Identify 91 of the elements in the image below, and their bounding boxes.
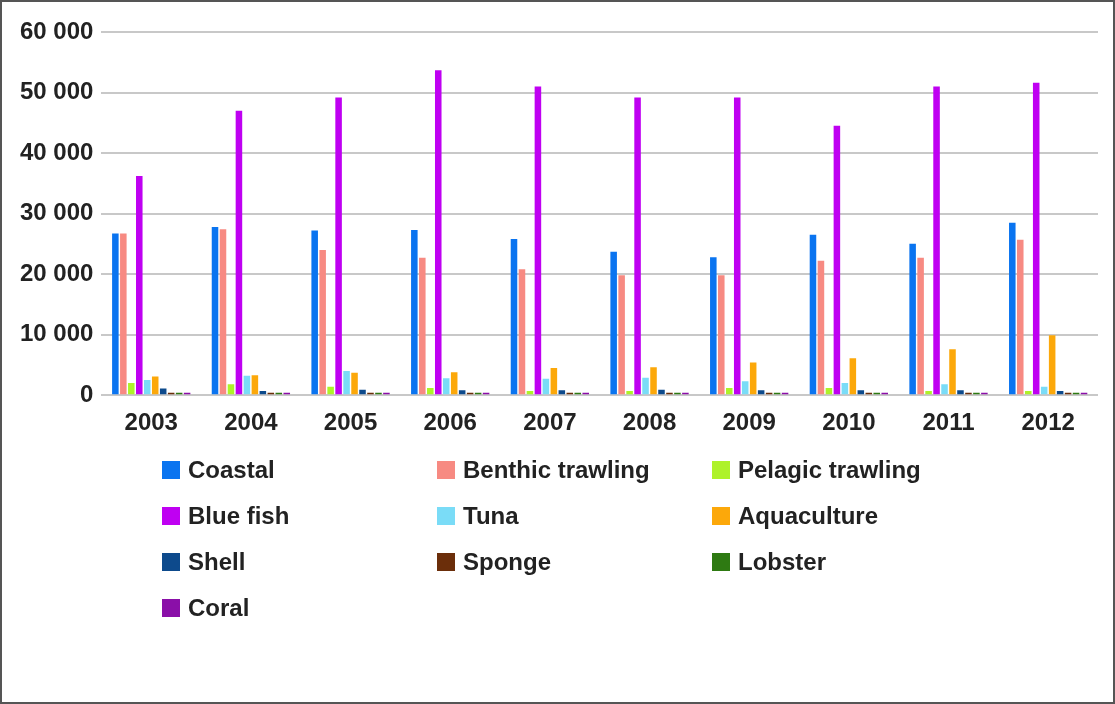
- bar: [211, 226, 219, 395]
- legend-label: Aquaculture: [738, 502, 879, 530]
- bar: [733, 97, 741, 395]
- bar: [1032, 82, 1040, 395]
- bar: [335, 97, 342, 395]
- bar: [817, 260, 825, 395]
- y-tick-label: 40 000: [20, 137, 94, 165]
- bar: [634, 97, 641, 395]
- bar: [833, 125, 841, 395]
- legend-label: Blue fish: [188, 502, 290, 530]
- bar: [610, 251, 617, 395]
- bar: [411, 229, 418, 395]
- bar: [136, 176, 143, 395]
- x-tick-label: 2011: [922, 408, 975, 436]
- x-tick-label: 2007: [523, 408, 577, 436]
- bar: [112, 233, 119, 395]
- x-tick-label: 2009: [722, 408, 776, 436]
- x-tick-label: 2005: [323, 408, 378, 436]
- bar: [550, 367, 558, 395]
- bar: [1009, 222, 1016, 395]
- legend-label: Sponge: [463, 548, 551, 576]
- bar: [359, 389, 366, 395]
- bar: [343, 370, 350, 395]
- bar: [143, 380, 151, 395]
- bar: [849, 358, 857, 395]
- bar: [941, 384, 948, 395]
- bar: [558, 390, 566, 395]
- bar: [925, 390, 932, 395]
- x-tick-label: 2010: [822, 408, 876, 436]
- bar: [510, 239, 518, 395]
- bar: [949, 349, 956, 395]
- bar: [458, 390, 466, 395]
- bar: [1048, 335, 1056, 395]
- bar: [650, 367, 657, 395]
- x-tick-label: 2012: [1021, 408, 1075, 436]
- bar: [957, 390, 964, 395]
- bar: [857, 390, 865, 395]
- bar: [434, 70, 442, 395]
- bar: [757, 390, 765, 395]
- bar: [427, 387, 434, 395]
- y-tick-label: 20 000: [20, 258, 94, 286]
- bar: [933, 86, 940, 395]
- bar: [626, 390, 633, 395]
- y-tick-label: 0: [80, 379, 94, 407]
- bar: [618, 275, 625, 395]
- bar: [243, 375, 251, 395]
- bar: [542, 378, 550, 395]
- bar: [534, 86, 542, 395]
- y-tick-label: 10 000: [20, 319, 94, 347]
- bar: [227, 384, 235, 395]
- legend-label: Coastal: [188, 456, 275, 484]
- x-tick-label: 2006: [423, 408, 477, 436]
- bar: [235, 110, 243, 395]
- legend-label: Pelagic trawling: [738, 456, 921, 484]
- bar: [219, 229, 227, 395]
- x-tick-label: 2003: [124, 408, 178, 436]
- bar: [841, 383, 849, 395]
- legend-label: Coral: [188, 594, 250, 622]
- bar: [419, 257, 426, 395]
- bar: [442, 378, 450, 395]
- bar: [251, 375, 259, 395]
- bar: [1024, 390, 1032, 395]
- bar: [658, 389, 665, 395]
- bar: [809, 234, 817, 395]
- bar: [319, 249, 326, 395]
- bar: [128, 383, 135, 395]
- x-tick-label: 2004: [224, 408, 279, 436]
- bar: [710, 257, 717, 395]
- y-tick-label: 50 000: [20, 77, 94, 105]
- legend-label: Lobster: [738, 548, 827, 576]
- y-tick-label: 60 000: [20, 16, 94, 44]
- bar: [151, 376, 159, 395]
- bar: [450, 372, 458, 395]
- bar: [917, 257, 924, 395]
- y-tick-label: 30 000: [20, 198, 94, 226]
- bar: [749, 362, 757, 395]
- x-tick-label: 2008: [622, 408, 677, 436]
- bar: [327, 386, 334, 395]
- bar: [518, 269, 526, 395]
- bar: [718, 275, 725, 395]
- bar: [1017, 239, 1024, 395]
- legend-label: Tuna: [463, 502, 519, 530]
- bar: [120, 233, 127, 395]
- bar: [642, 377, 649, 395]
- bar: [311, 230, 318, 395]
- bar: [741, 381, 749, 395]
- bar: [725, 387, 733, 395]
- legend-label: Benthic trawling: [463, 456, 650, 484]
- legend-label: Shell: [188, 548, 246, 576]
- bar: [351, 372, 358, 395]
- bar: [909, 243, 916, 395]
